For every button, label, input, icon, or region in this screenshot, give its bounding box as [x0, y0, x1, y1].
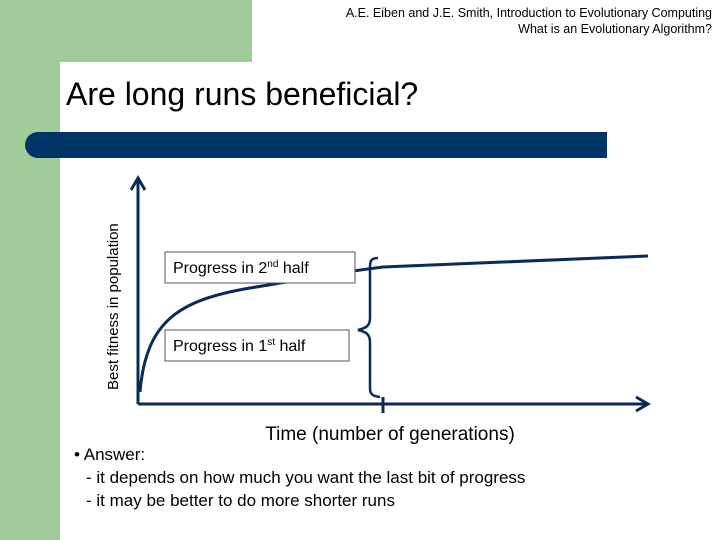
annotation-sup: nd [267, 259, 278, 270]
answer-line: - it depends on how much you want the la… [86, 468, 525, 487]
y-axis-label: Best fitness in population [105, 223, 122, 390]
annotation: Progress in 2nd half [173, 259, 309, 277]
side-stripe [0, 0, 60, 540]
answer-heading: • Answer: [74, 445, 145, 464]
slide-title: Are long runs beneficial? [66, 76, 418, 112]
annotation-text: Progress in 2 [173, 260, 267, 277]
annotation: Progress in 1st half [173, 337, 306, 355]
annotation-sup: st [267, 337, 275, 348]
annotation-box [164, 251, 356, 284]
header-line: What is an Evolutionary Algorithm? [518, 22, 712, 36]
annotation-box [164, 329, 350, 362]
x-axis-label: Time (number of generations) [265, 424, 515, 445]
annotation-text: Progress in 1 [173, 338, 267, 355]
answer-line: - it may be better to do more shorter ru… [86, 491, 395, 510]
title-bar [25, 132, 607, 158]
annotation-text: half [278, 260, 309, 277]
header-line: A.E. Eiben and J.E. Smith, Introduction … [346, 6, 712, 20]
annotation-text: half [275, 338, 306, 355]
